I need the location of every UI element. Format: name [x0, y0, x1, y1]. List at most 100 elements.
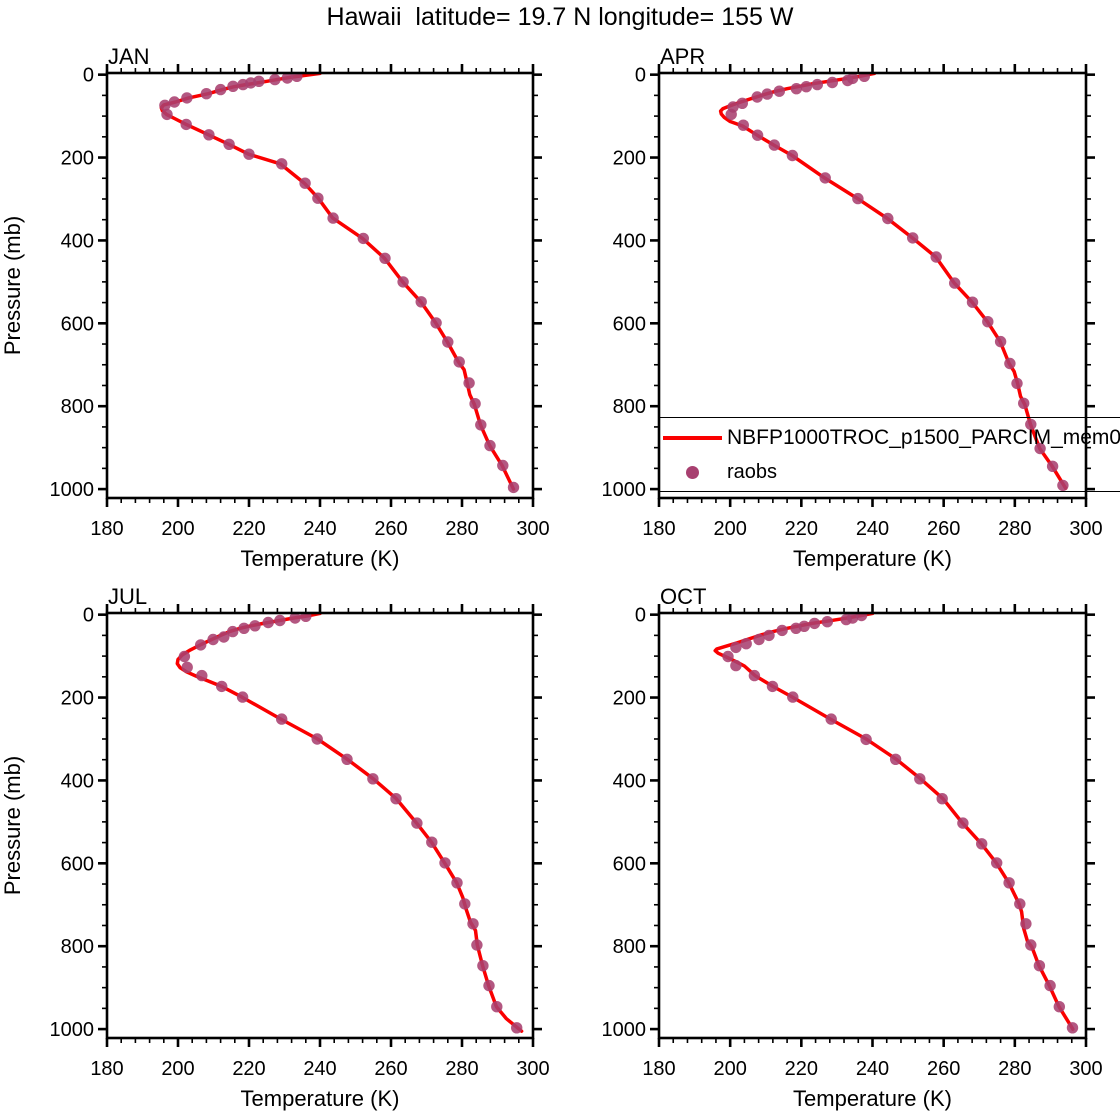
raobs-dot	[357, 232, 369, 245]
raobs-dot	[808, 617, 821, 630]
raobs-dot	[299, 177, 311, 189]
panel-apr: 180 200 220 240 260 280 300 0 200 400 600 800 1000 AP…	[602, 44, 1103, 571]
y-tick-label: 800	[61, 396, 94, 418]
raobs-dot	[751, 91, 763, 103]
raobs-dot	[858, 73, 870, 82]
raobs-dot	[203, 129, 215, 141]
x-tick-label: 280	[998, 518, 1031, 540]
raobs-dot	[471, 939, 483, 951]
raobs-dot	[800, 81, 812, 93]
raobs-dot	[484, 439, 496, 452]
y-tick-label: 200	[613, 688, 646, 710]
y-tick-label: 1000	[50, 1019, 95, 1041]
raobs-dot	[852, 192, 864, 205]
raobs-dot	[790, 622, 802, 634]
plot-frame	[105, 71, 535, 500]
raobs-dot	[1066, 1022, 1079, 1034]
raobs-dot	[957, 817, 969, 829]
raobs-dot	[1053, 1001, 1066, 1013]
y-tick-label: 600	[613, 313, 646, 335]
raobs-dot	[269, 73, 281, 86]
raobs-dot	[196, 669, 208, 682]
raobs-dot	[1057, 479, 1069, 492]
raobs-dot	[390, 793, 402, 805]
x-tick-label: 220	[232, 1058, 265, 1080]
raobs-dots	[725, 73, 1069, 492]
y-tick-label: 800	[613, 396, 646, 418]
panel-month-label: APR	[660, 44, 705, 69]
y-tick-label: 1000	[50, 479, 95, 501]
raobs-dot	[411, 817, 423, 829]
raobs-dot	[811, 78, 823, 91]
raobs-dot	[766, 680, 779, 693]
raobs-dot	[178, 650, 191, 663]
x-tick-label: 300	[1069, 1058, 1102, 1080]
raobs-dots	[722, 613, 1079, 1034]
raobs-dot	[1004, 357, 1016, 370]
raobs-dot	[181, 661, 193, 673]
panel-month-label: OCT	[660, 584, 706, 609]
raobs-dot	[768, 139, 780, 151]
y-axis-title: Pressure (mb)	[0, 756, 25, 895]
raobs-dot	[216, 680, 228, 693]
panel-oct: 180 200 220 240 260 280 300 0 200 400 600 800 1000 OC…	[602, 584, 1103, 1111]
x-tick-label: 260	[374, 1058, 407, 1080]
raobs-dot	[855, 613, 868, 622]
raobs-dot	[276, 713, 288, 725]
raobs-dot	[237, 78, 249, 91]
raobs-dot	[991, 857, 1003, 869]
raobs-dot	[341, 753, 353, 765]
y-tick-label: 0	[635, 605, 646, 627]
raobs-dot	[227, 80, 239, 93]
x-tick-label: 300	[1069, 518, 1102, 540]
y-tick-label: 1000	[602, 1019, 647, 1041]
tick-marks	[98, 604, 542, 1047]
x-axis-title: Temperature (K)	[793, 546, 952, 571]
x-tick-label: 240	[303, 518, 336, 540]
raobs-dots	[159, 73, 520, 494]
y-tick-label: 0	[83, 65, 94, 87]
x-tick-label: 200	[713, 1058, 746, 1080]
raobs-dot	[740, 638, 752, 650]
raobs-dot	[914, 773, 926, 785]
raobs-dot	[976, 838, 988, 850]
y-tick-label: 0	[635, 65, 646, 87]
tick-marks	[98, 64, 542, 507]
y-tick-label: 800	[613, 936, 646, 958]
raobs-dot	[1034, 442, 1046, 455]
raobs-dot	[300, 613, 312, 622]
x-tick-label: 300	[516, 1058, 549, 1080]
raobs-dot	[840, 613, 852, 626]
raobs-dot	[180, 118, 192, 131]
raobs-dot	[730, 641, 742, 654]
raobs-dot	[243, 148, 255, 160]
raobs-dot	[276, 158, 288, 170]
y-tick-label: 600	[613, 853, 646, 875]
raobs-dot	[1014, 898, 1026, 910]
raobs-dot	[430, 317, 442, 329]
x-tick-label: 240	[856, 1058, 889, 1080]
x-tick-label: 280	[445, 1058, 478, 1080]
x-tick-label: 220	[785, 1058, 818, 1080]
x-axis-title: Temperature (K)	[241, 1086, 400, 1111]
raobs-dot	[291, 73, 303, 82]
raobs-dot	[311, 733, 323, 745]
raobs-dot	[722, 650, 734, 663]
raobs-dot	[786, 149, 799, 162]
raobs-dot	[776, 624, 788, 637]
raobs-dot	[477, 960, 489, 972]
x-tick-label: 200	[713, 518, 746, 540]
raobs-dot	[1046, 460, 1059, 472]
x-axis-title: Temperature (K)	[793, 1086, 952, 1111]
tick-marks	[650, 64, 1095, 507]
raobs-dot	[367, 773, 379, 785]
raobs-dot	[882, 212, 894, 225]
x-tick-label: 220	[785, 518, 818, 540]
raobs-dot	[439, 857, 451, 869]
x-tick-label: 200	[161, 1058, 194, 1080]
y-tick-label: 0	[83, 605, 94, 627]
raobs-dot	[982, 316, 994, 328]
raobs-dot	[1025, 418, 1037, 431]
raobs-dot	[1044, 979, 1056, 992]
